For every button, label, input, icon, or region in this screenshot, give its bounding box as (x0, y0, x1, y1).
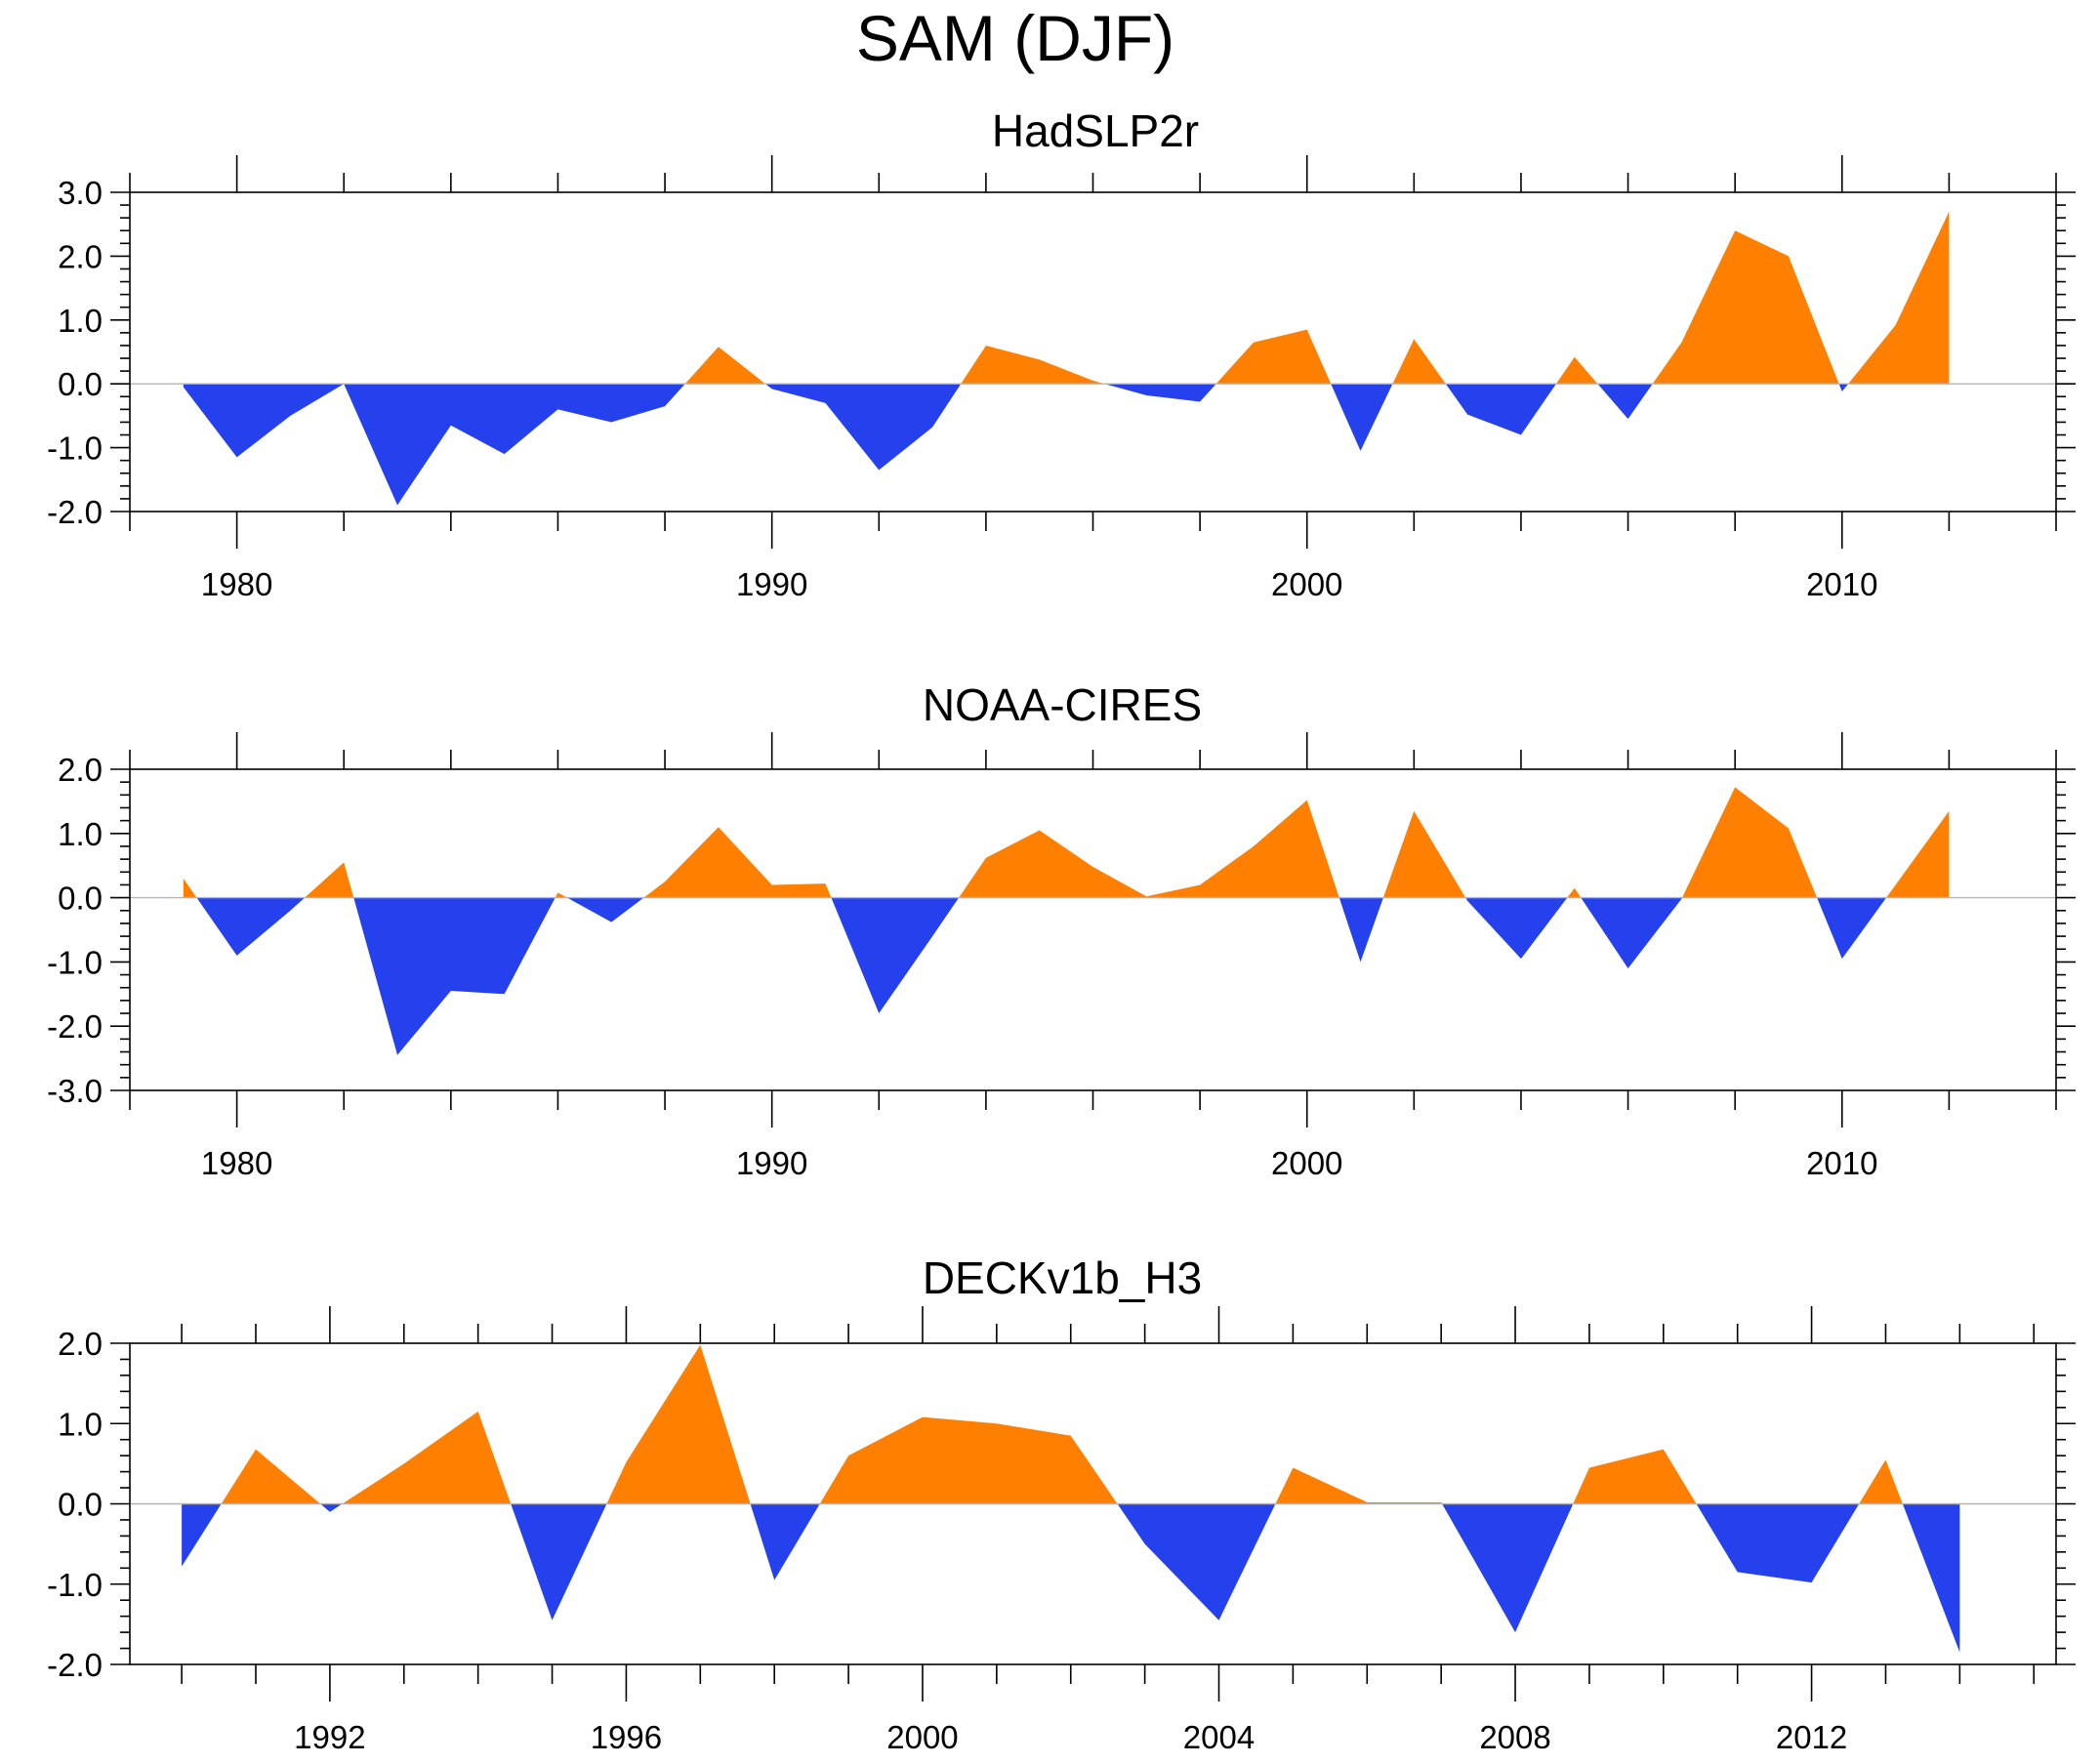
y-tick-label: 3.0 (58, 175, 103, 211)
positive-area-11 (1652, 230, 1839, 385)
y-tick-label: -2.0 (47, 1008, 103, 1045)
x-tick-label: 2008 (1479, 1719, 1550, 1755)
positive-area-4 (555, 892, 567, 898)
x-tick-label: 2000 (886, 1719, 958, 1755)
x-tick-label: 1992 (294, 1719, 365, 1755)
negative-area-0 (183, 384, 685, 506)
negative-area-11 (1465, 897, 1568, 960)
positive-area-9 (1555, 356, 1598, 385)
x-tick-label: 2010 (1806, 1145, 1877, 1181)
panel-deckv1b-h3: DECKv1b_H3 2.0 1.0 0.0 -1.0 -2.0 1992 1996 2000… (47, 1252, 2076, 1755)
x-tick-label: 1980 (201, 566, 272, 602)
figure-title: SAM (DJF) (856, 2, 1174, 74)
positive-area-1 (221, 1449, 321, 1504)
panel-noaa-cires: NOAA-CIRES 2.0 1.0 0.0 -1.0 -2.0 -3.0 1980 1990… (47, 679, 2076, 1181)
x-tick-label: 2004 (1183, 1719, 1255, 1755)
negative-area-4 (1104, 384, 1216, 402)
positive-area-16 (1886, 810, 1950, 898)
positive-area-11 (1573, 1449, 1697, 1504)
panel-title: HadSLP2r (992, 105, 1199, 156)
positive-area-12 (1567, 887, 1582, 898)
negative-area-9 (1338, 897, 1383, 963)
negative-area-2 (320, 1503, 343, 1512)
y-tick-label: 0.0 (58, 1487, 103, 1523)
x-tick-label: 1990 (736, 566, 807, 602)
positive-area-14 (1681, 787, 1818, 898)
negative-area-6 (750, 1503, 820, 1580)
negative-area-8 (1117, 1503, 1276, 1620)
y-tick-label: 2.0 (58, 238, 103, 274)
positive-area-7 (819, 1416, 1118, 1504)
negative-area-12 (1838, 384, 1849, 392)
x-tick-label: 1996 (591, 1719, 662, 1755)
y-tick-label: -3.0 (47, 1073, 103, 1109)
panel-hadslp2r: HadSLP2r 3.0 2.0 1.0 0.0 -1.0 -2.0 1980 1990 200… (47, 105, 2076, 602)
negative-area-10 (1442, 1503, 1574, 1633)
plot-area: 3.0 2.0 1.0 0.0 -1.0 -2.0 1980 1990 2000 2010 (47, 155, 2076, 602)
negative-area-10 (1597, 384, 1653, 420)
y-tick-label: 1.0 (58, 816, 103, 852)
positive-area-2 (305, 862, 354, 898)
panel-title: NOAA-CIRES (923, 679, 1202, 730)
negative-area-8 (1445, 384, 1556, 435)
x-tick-label: 2000 (1271, 1145, 1342, 1181)
negative-area-13 (1581, 897, 1682, 968)
y-tick-label: -2.0 (47, 1647, 103, 1683)
negative-area-0 (182, 1503, 222, 1567)
x-tick-label: 1980 (201, 1145, 272, 1181)
negative-area-2 (765, 384, 962, 471)
x-tick-label: 2000 (1271, 566, 1342, 602)
negative-area-1 (196, 897, 306, 956)
positive-area-10 (1382, 810, 1466, 898)
x-tick-label: 2012 (1776, 1719, 1847, 1755)
y-tick-label: 2.0 (58, 752, 103, 788)
y-tick-label: 1.0 (58, 1406, 103, 1442)
y-tick-label: 1.0 (58, 303, 103, 339)
x-tick-label: 1990 (736, 1145, 807, 1181)
positive-area-7 (1392, 339, 1446, 385)
y-tick-label: 0.0 (58, 881, 103, 917)
y-tick-label: -1.0 (47, 944, 103, 980)
y-tick-label: -1.0 (47, 431, 103, 467)
plot-area: 2.0 1.0 0.0 -1.0 -2.0 -3.0 1980 1990 2000 2010 (47, 732, 2076, 1181)
negative-area-6 (1331, 384, 1393, 451)
x-tick-label: 2010 (1806, 566, 1877, 602)
plot-area: 2.0 1.0 0.0 -1.0 -2.0 1992 1996 2000 2004 2008 201… (47, 1306, 2076, 1755)
positive-area-3 (342, 1411, 512, 1504)
negative-area-5 (566, 897, 644, 923)
y-tick-label: -1.0 (47, 1567, 103, 1603)
positive-area-3 (961, 345, 1105, 385)
y-tick-label: 2.0 (58, 1326, 103, 1362)
positive-area-9 (1275, 1467, 1443, 1504)
positive-area-5 (606, 1344, 751, 1504)
negative-area-3 (353, 897, 556, 1055)
y-tick-label: -2.0 (47, 494, 103, 530)
panel-title: DECKv1b_H3 (923, 1252, 1202, 1303)
negative-area-12 (1696, 1503, 1860, 1583)
y-tick-label: 0.0 (58, 366, 103, 402)
negative-area-15 (1817, 897, 1887, 960)
negative-area-14 (1902, 1503, 1960, 1653)
positive-area-13 (1848, 211, 1950, 385)
positive-area-5 (1215, 329, 1332, 385)
positive-area-0 (183, 878, 197, 898)
negative-area-7 (831, 897, 960, 1014)
positive-area-8 (959, 800, 1339, 898)
positive-area-1 (684, 347, 766, 385)
positive-area-6 (643, 827, 832, 898)
negative-area-4 (511, 1503, 607, 1620)
positive-area-13 (1859, 1459, 1903, 1504)
